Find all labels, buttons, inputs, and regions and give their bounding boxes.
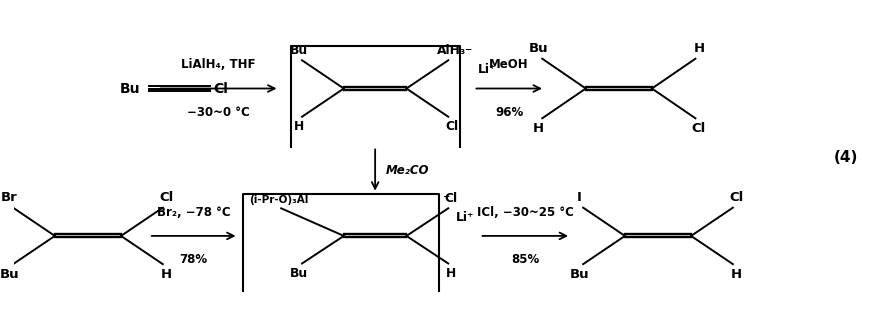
Text: Bu: Bu xyxy=(570,268,589,281)
Text: Br: Br xyxy=(1,191,18,204)
Text: Bu: Bu xyxy=(289,43,308,56)
Text: Li⁺: Li⁺ xyxy=(456,211,474,224)
Text: Bu: Bu xyxy=(119,82,140,95)
Text: Cl: Cl xyxy=(729,191,743,204)
Text: MeOH: MeOH xyxy=(489,58,529,71)
Text: H: H xyxy=(533,122,544,135)
Text: −30~0 °C: −30~0 °C xyxy=(187,106,250,119)
Text: 78%: 78% xyxy=(180,253,208,266)
Text: I: I xyxy=(577,191,582,204)
Text: ICl, −30~25 °C: ICl, −30~25 °C xyxy=(477,206,573,219)
Text: AlH₃: AlH₃ xyxy=(437,43,466,56)
Text: Cl: Cl xyxy=(213,82,228,95)
Text: Cl: Cl xyxy=(692,122,706,135)
Text: LiAlH₄, THF: LiAlH₄, THF xyxy=(181,58,256,71)
Text: Cl: Cl xyxy=(444,192,458,205)
Text: (4): (4) xyxy=(834,150,858,165)
Text: Bu: Bu xyxy=(529,42,549,55)
Text: Me₂CO: Me₂CO xyxy=(386,163,429,176)
Text: Bu: Bu xyxy=(0,268,19,281)
Text: ⁻: ⁻ xyxy=(464,45,472,59)
Text: ⁻: ⁻ xyxy=(442,192,450,206)
Text: Cl: Cl xyxy=(159,191,173,204)
Text: H: H xyxy=(731,268,742,281)
Text: Li⁺: Li⁺ xyxy=(478,63,496,76)
Text: Bu: Bu xyxy=(290,266,309,280)
Text: H: H xyxy=(294,121,304,134)
Text: 85%: 85% xyxy=(512,253,539,266)
Text: Br₂, −78 °C: Br₂, −78 °C xyxy=(157,206,230,219)
Text: 96%: 96% xyxy=(495,106,523,119)
Text: Cl: Cl xyxy=(445,121,458,134)
Text: H: H xyxy=(693,42,704,55)
Text: H: H xyxy=(446,266,456,280)
Text: H: H xyxy=(161,268,172,281)
Text: (i-Pr-O)₃Al: (i-Pr-O)₃Al xyxy=(249,195,308,205)
